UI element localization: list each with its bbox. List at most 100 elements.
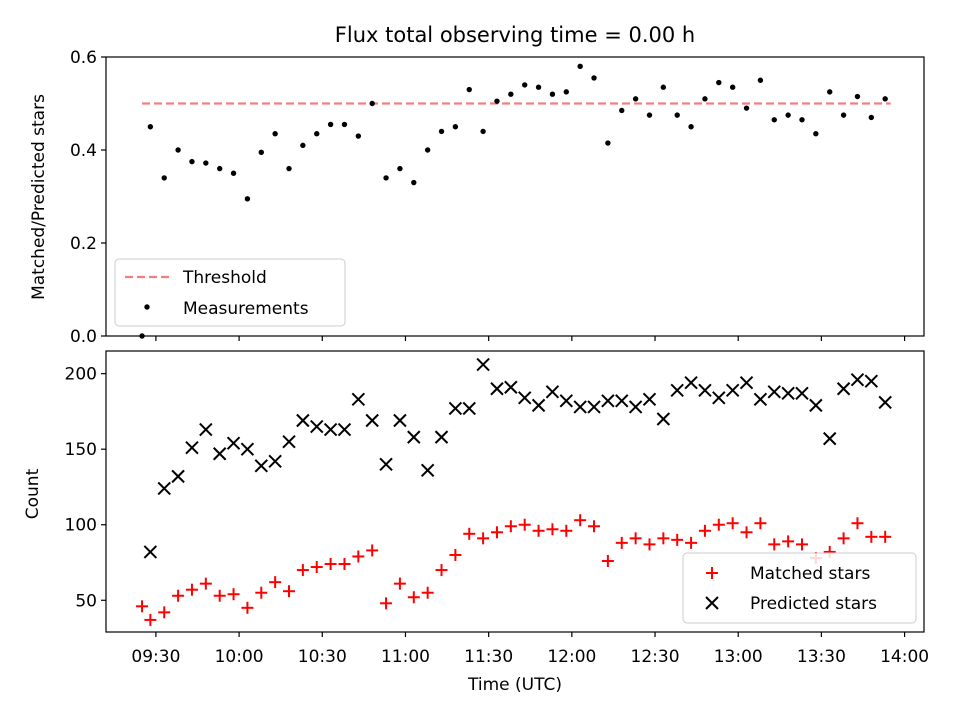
x-tick-label: 14:00 — [880, 647, 929, 667]
counts-legend-box — [682, 552, 917, 624]
measurements-legend-swatch — [144, 304, 150, 310]
measurement-point — [411, 179, 417, 186]
matched-star-point — [629, 532, 642, 545]
predicted-star-point — [642, 392, 657, 407]
counts-y-tick-label: 100 — [65, 516, 97, 536]
measurement-point — [314, 131, 320, 137]
measurement-point — [702, 96, 708, 102]
measurement-point — [203, 160, 209, 166]
matched-star-point — [546, 523, 559, 536]
chart-title: Flux total observing time = 0.00 h — [335, 23, 695, 47]
predicted-star-point — [809, 398, 823, 413]
measurement-point — [355, 133, 362, 139]
x-tick-label: 13:30 — [797, 647, 846, 667]
matched-star-point — [393, 577, 406, 590]
counts-y-tick-label: 50 — [75, 591, 97, 611]
matched-star-point — [324, 558, 337, 571]
measurement-point — [286, 165, 292, 172]
predicted-star-point — [864, 374, 879, 388]
predicted-star-point — [615, 394, 629, 408]
counts-marks — [136, 357, 892, 626]
measurement-point — [175, 147, 181, 153]
ratio-y-tick-label: 0.4 — [70, 141, 97, 161]
predicted-star-point — [850, 372, 865, 387]
matched-star-point — [768, 538, 781, 551]
measurement-point — [632, 96, 639, 102]
matched-star-point — [463, 527, 476, 540]
predicted-star-point — [698, 383, 712, 397]
predicted-star-point — [795, 386, 809, 401]
matched-star-point — [310, 561, 323, 574]
matched-star-point — [740, 526, 753, 539]
matched-star-point — [366, 544, 379, 557]
matched-star-point — [255, 586, 268, 599]
predicted-star-point — [836, 382, 851, 396]
matched-star-point — [782, 535, 795, 548]
matched-star-point — [795, 538, 808, 551]
matched-star-point — [213, 589, 226, 602]
measurement-point — [799, 117, 805, 123]
predicted-star-point — [171, 469, 185, 484]
measurement-point — [785, 112, 791, 118]
predicted-star-point — [670, 383, 684, 397]
measurement-point — [716, 79, 722, 86]
predicted-star-point — [226, 436, 241, 450]
measurement-point — [522, 82, 528, 88]
matched-star-point — [144, 613, 157, 626]
predicted-star-point — [684, 376, 698, 390]
matched-star-point — [615, 536, 628, 549]
predicted-star-point — [407, 430, 421, 444]
ratio-panel: 0.0 0.2 0.4 0.6 Matched/Predicted stars Thr… — [29, 48, 925, 347]
matched-star-point — [172, 589, 185, 602]
predicted-star-point — [753, 392, 768, 407]
predicted-star-point — [268, 454, 282, 468]
counts-axis-ticks: 50 100 150 200 09:30 10:00 10:30 11:00 11:30 12:0… — [65, 365, 930, 667]
measurement-point — [438, 128, 445, 135]
measurement-point — [397, 165, 403, 172]
predicted-star-point — [725, 383, 740, 397]
predicted-star-point — [462, 401, 476, 416]
predicted-star-point — [365, 413, 379, 428]
measurement-point — [327, 121, 334, 128]
measurement-point — [619, 107, 625, 114]
measurement-point — [494, 98, 500, 104]
measurement-point — [757, 77, 764, 83]
predicted-star-point — [531, 398, 546, 413]
x-tick-label: 12:00 — [547, 647, 596, 667]
ratio-y-tick-label: 0.6 — [70, 48, 97, 68]
measurement-point — [688, 124, 694, 130]
predicted-star-point — [781, 386, 795, 401]
matched-star-point — [435, 564, 448, 577]
measurement-point — [674, 112, 680, 118]
x-tick-label: 10:00 — [215, 647, 264, 667]
measurement-point — [743, 105, 750, 111]
predicted-star-point — [282, 434, 296, 449]
measurement-point — [646, 112, 653, 118]
matched-star-point — [241, 601, 254, 614]
predicted-star-point — [337, 422, 352, 437]
matched-legend-swatch — [706, 567, 718, 579]
matched-star-point — [421, 586, 434, 599]
matched-star-point — [296, 564, 309, 577]
measurement-point — [341, 121, 348, 128]
measurement-point — [577, 63, 583, 69]
predicted-star-point — [559, 394, 574, 408]
matched-star-point — [865, 530, 878, 543]
predicted-star-point — [545, 385, 560, 399]
matched-star-point — [588, 520, 601, 533]
measurement-point — [272, 131, 278, 137]
predicted-star-point — [601, 394, 615, 408]
predicted-star-point — [185, 440, 199, 455]
matched-star-point — [643, 538, 656, 551]
matched-star-point — [477, 532, 490, 545]
measurement-point — [189, 158, 195, 165]
predicted-star-point — [739, 376, 754, 390]
ratio-y-tick-label: 0.2 — [70, 234, 97, 254]
measurement-point — [813, 131, 819, 137]
matched-star-point — [574, 514, 587, 527]
matched-star-point — [227, 588, 240, 601]
x-tick-label: 09:30 — [131, 647, 180, 667]
matched-star-point — [671, 533, 684, 546]
matched-star-point — [698, 524, 711, 537]
